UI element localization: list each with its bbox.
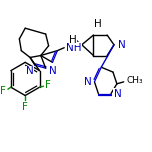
Text: N: N [118, 40, 126, 50]
Text: F: F [22, 102, 28, 112]
Text: N: N [26, 66, 34, 76]
Text: F: F [45, 80, 51, 90]
Text: F: F [0, 86, 6, 96]
Text: N: N [49, 66, 56, 76]
Text: H: H [69, 35, 77, 45]
Text: N: N [114, 89, 122, 98]
Text: N: N [84, 77, 92, 87]
Text: CH₃: CH₃ [127, 76, 143, 85]
Text: NH: NH [66, 43, 82, 53]
Text: H: H [93, 19, 101, 29]
Text: N: N [47, 69, 54, 79]
